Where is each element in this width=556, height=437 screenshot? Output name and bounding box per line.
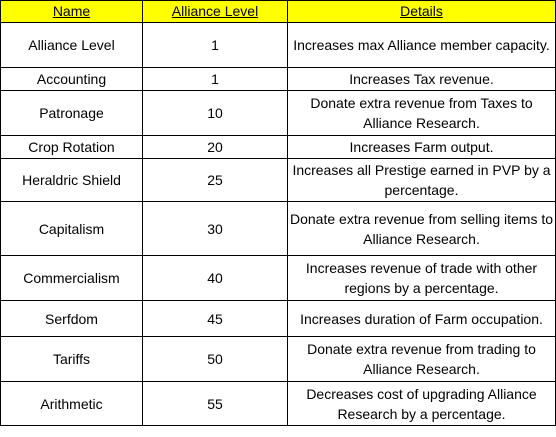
cell-level: 50: [142, 336, 288, 382]
cell-level: 1: [142, 22, 288, 68]
cell-name: Alliance Level: [0, 22, 143, 68]
cell-details: Increases Farm output.: [287, 135, 556, 159]
cell-details: Increases revenue of trade with other re…: [287, 255, 556, 301]
cell-level: 20: [142, 135, 288, 159]
table-header-row: Name Alliance Level Details: [0, 0, 556, 23]
table-row: Commercialism 40 Increases revenue of tr…: [0, 255, 556, 301]
alliance-research-table: Name Alliance Level Details Alliance Lev…: [0, 0, 556, 426]
cell-name: Tariffs: [0, 336, 143, 382]
header-name: Name: [0, 0, 143, 23]
cell-name: Commercialism: [0, 255, 143, 301]
cell-details: Decreases cost of upgrading Alliance Res…: [287, 381, 556, 426]
cell-level: 10: [142, 90, 288, 136]
table-row: Capitalism 30 Donate extra revenue from …: [0, 201, 556, 256]
cell-details: Increases duration of Farm occupation.: [287, 300, 556, 337]
table-row: Patronage 10 Donate extra revenue from T…: [0, 90, 556, 136]
cell-name: Arithmetic: [0, 381, 143, 426]
table-row: Alliance Level 1 Increases max Alliance …: [0, 22, 556, 68]
table-row: Arithmetic 55 Decreases cost of upgradin…: [0, 381, 556, 426]
cell-name: Capitalism: [0, 201, 143, 256]
cell-name: Patronage: [0, 90, 143, 136]
table-row: Accounting 1 Increases Tax revenue.: [0, 67, 556, 91]
cell-details: Increases max Alliance member capacity.: [287, 22, 556, 68]
cell-details: Increases all Prestige earned in PVP by …: [287, 158, 556, 202]
header-alliance-level: Alliance Level: [142, 0, 288, 23]
cell-name: Heraldric Shield: [0, 158, 143, 202]
table-row: Heraldric Shield 25 Increases all Presti…: [0, 158, 556, 202]
cell-level: 40: [142, 255, 288, 301]
table-row: Tariffs 50 Donate extra revenue from tra…: [0, 336, 556, 382]
header-details: Details: [287, 0, 556, 23]
table-row: Serfdom 45 Increases duration of Farm oc…: [0, 300, 556, 337]
cell-name: Serfdom: [0, 300, 143, 337]
cell-name: Crop Rotation: [0, 135, 143, 159]
table-row: Crop Rotation 20 Increases Farm output.: [0, 135, 556, 159]
cell-level: 45: [142, 300, 288, 337]
cell-details: Donate extra revenue from Taxes to Allia…: [287, 90, 556, 136]
cell-level: 1: [142, 67, 288, 91]
cell-name: Accounting: [0, 67, 143, 91]
cell-level: 55: [142, 381, 288, 426]
cell-details: Donate extra revenue from trading to All…: [287, 336, 556, 382]
cell-level: 30: [142, 201, 288, 256]
cell-details: Donate extra revenue from selling items …: [287, 201, 556, 256]
cell-details: Increases Tax revenue.: [287, 67, 556, 91]
cell-level: 25: [142, 158, 288, 202]
